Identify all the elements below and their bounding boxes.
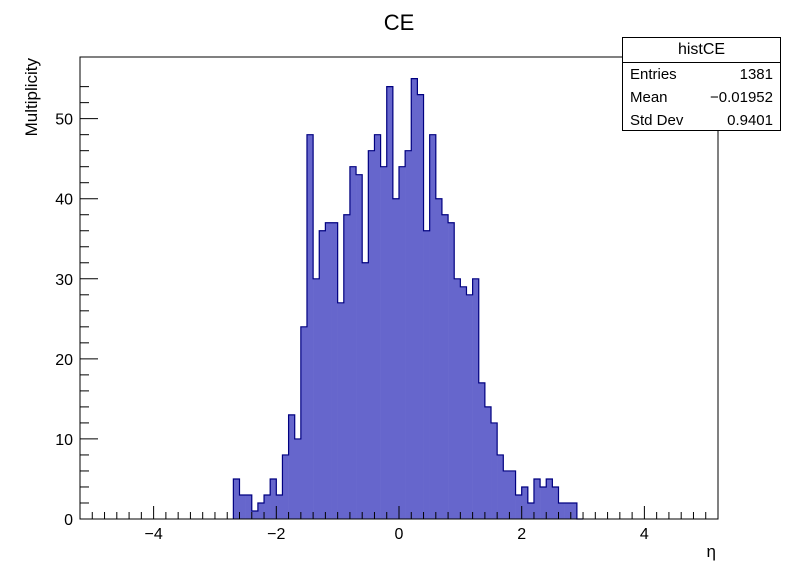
histogram-bar xyxy=(313,278,320,519)
histogram-bar xyxy=(411,78,418,520)
histogram-bar xyxy=(300,326,308,519)
y-axis-label: Multiplicity xyxy=(22,58,41,137)
histogram-bar xyxy=(276,494,283,519)
histogram-bar xyxy=(478,382,486,519)
histogram-bar xyxy=(356,174,363,519)
x-tick-label: 0 xyxy=(395,526,404,543)
histogram-bar xyxy=(386,86,394,519)
y-axis: 0 10 20 30 40 50 xyxy=(55,86,98,529)
histogram-bar xyxy=(491,422,498,519)
histogram-bar xyxy=(484,406,492,519)
histogram-bar xyxy=(546,478,553,519)
histogram-bars xyxy=(232,78,584,520)
histogram-bar xyxy=(337,302,345,519)
y-tick-label: 30 xyxy=(55,272,73,289)
histogram-bar xyxy=(527,502,535,519)
histogram-bar xyxy=(558,502,565,519)
x-tick-label: −2 xyxy=(267,526,285,543)
histogram-bar xyxy=(270,478,277,519)
stats-box: histCE Entries 1381 Mean −0.01952 Std De… xyxy=(622,37,781,131)
histogram-bar xyxy=(325,222,332,520)
histogram-bar xyxy=(349,166,357,519)
histogram-bar xyxy=(251,510,259,519)
histogram-bar xyxy=(233,478,240,519)
histogram-bar xyxy=(392,198,400,519)
histogram-bar xyxy=(540,486,547,519)
histogram-bar xyxy=(257,502,265,519)
stats-value: 1381 xyxy=(739,66,773,83)
stats-row-mean: Mean −0.01952 xyxy=(623,86,780,109)
histogram-bar xyxy=(435,198,443,519)
y-tick-label: 50 xyxy=(55,112,73,129)
x-axis-label: η xyxy=(707,542,716,561)
stats-row-entries: Entries 1381 xyxy=(623,63,780,86)
x-tick-label: 4 xyxy=(640,526,649,543)
histogram-bar xyxy=(448,222,455,520)
x-tick-label: −4 xyxy=(144,526,162,543)
stats-value: 0.9401 xyxy=(727,112,773,129)
histogram-bar xyxy=(441,214,449,520)
histogram-bar xyxy=(245,494,253,519)
histogram-bar xyxy=(509,470,516,519)
histogram-bar xyxy=(552,486,559,519)
histogram-bar xyxy=(533,478,541,519)
stats-row-stddev: Std Dev 0.9401 xyxy=(623,109,780,132)
histogram-bar xyxy=(362,262,369,519)
histogram-bar xyxy=(343,214,351,520)
y-tick-label: 10 xyxy=(55,432,73,449)
histogram-bar xyxy=(239,494,246,519)
histogram-bar xyxy=(319,230,326,519)
histogram-bar xyxy=(570,502,578,519)
histogram-bar xyxy=(515,494,522,519)
chart-title: CE xyxy=(384,10,415,35)
histogram-bar xyxy=(466,294,473,519)
histogram-bar xyxy=(503,470,510,519)
stats-title: histCE xyxy=(623,38,780,63)
histogram-bar xyxy=(264,494,271,519)
x-tick-label: 2 xyxy=(517,526,526,543)
histogram-bar xyxy=(399,166,406,519)
histogram-bar xyxy=(417,94,424,519)
stats-label: Entries xyxy=(630,66,677,83)
histogram-bar xyxy=(374,134,381,520)
y-tick-label: 20 xyxy=(55,352,73,369)
histogram-bar xyxy=(472,278,480,519)
histogram-bar xyxy=(405,150,412,519)
histogram-bar xyxy=(429,134,437,520)
histogram-bar xyxy=(423,230,430,519)
y-tick-label: 0 xyxy=(64,512,73,529)
x-axis: −4 −2 0 2 4 xyxy=(91,506,707,543)
histogram-bar xyxy=(282,454,289,519)
histogram-bar xyxy=(564,502,572,519)
histogram-bar xyxy=(380,166,388,519)
stats-value: −0.01952 xyxy=(710,89,773,106)
histogram-bar xyxy=(288,414,296,519)
stats-label: Mean xyxy=(630,89,668,106)
histogram-bar xyxy=(331,222,338,520)
y-tick-label: 40 xyxy=(55,192,73,209)
histogram-bar xyxy=(454,278,461,519)
stats-label: Std Dev xyxy=(630,112,684,129)
histogram-bar xyxy=(460,286,467,519)
histogram-bar xyxy=(368,150,375,519)
histogram-bar xyxy=(306,134,314,520)
histogram-bar xyxy=(521,486,529,519)
histogram-bar xyxy=(497,454,504,519)
histogram-outline xyxy=(232,78,584,520)
histogram-bar xyxy=(294,438,302,519)
